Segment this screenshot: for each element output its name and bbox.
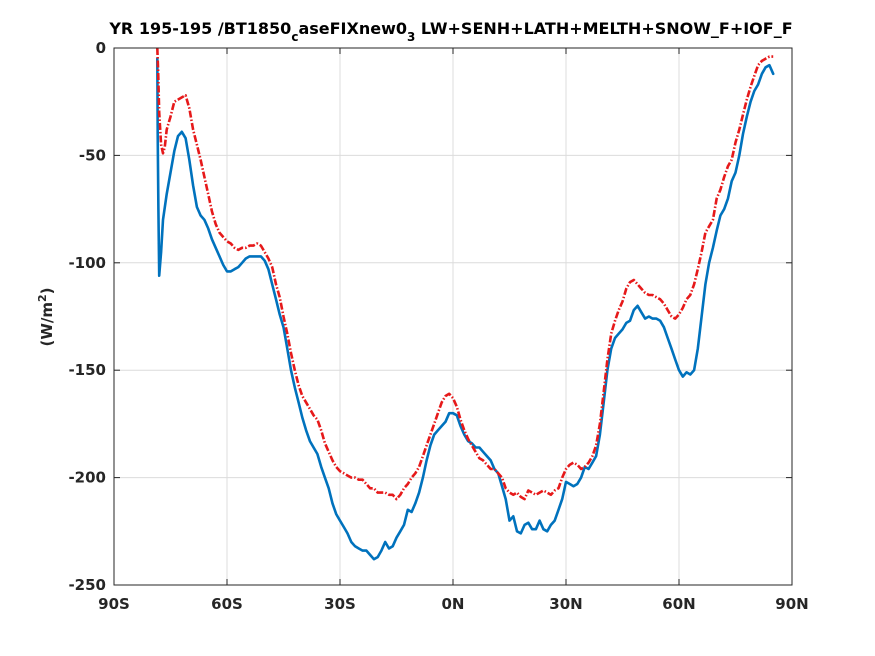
x-tick-label: 30N xyxy=(549,595,582,613)
x-tick-label: 90N xyxy=(775,595,808,613)
grid-lines xyxy=(113,47,793,586)
x-tick-label: 30S xyxy=(324,595,356,613)
tick-marks xyxy=(113,47,793,586)
y-tick-label: -50 xyxy=(79,146,106,164)
y-tick-label: -250 xyxy=(68,576,106,594)
series-group xyxy=(156,47,775,561)
series-line-1 xyxy=(156,57,775,561)
y-tick-labels: 0 -50 -100 -150 -200 -250 xyxy=(68,39,106,594)
x-tick-label: 0N xyxy=(442,595,465,613)
y-tick-label: -150 xyxy=(68,361,106,379)
x-tick-label: 60S xyxy=(211,595,243,613)
x-tick-labels: 90S 60S 30S 0N 30N 60N 90N xyxy=(98,595,809,613)
x-tick-label: 90S xyxy=(98,595,130,613)
y-axis-label: (W/m2) xyxy=(36,287,57,346)
y-tick-label: -200 xyxy=(68,469,106,487)
y-tick-label: 0 xyxy=(96,39,106,57)
series-line-2 xyxy=(156,47,774,501)
chart-title: YR 195-195 /BT1850caseFIXnew03 LW+SENH+L… xyxy=(108,19,792,44)
x-tick-label: 60N xyxy=(662,595,695,613)
y-tick-label: -100 xyxy=(68,254,106,272)
